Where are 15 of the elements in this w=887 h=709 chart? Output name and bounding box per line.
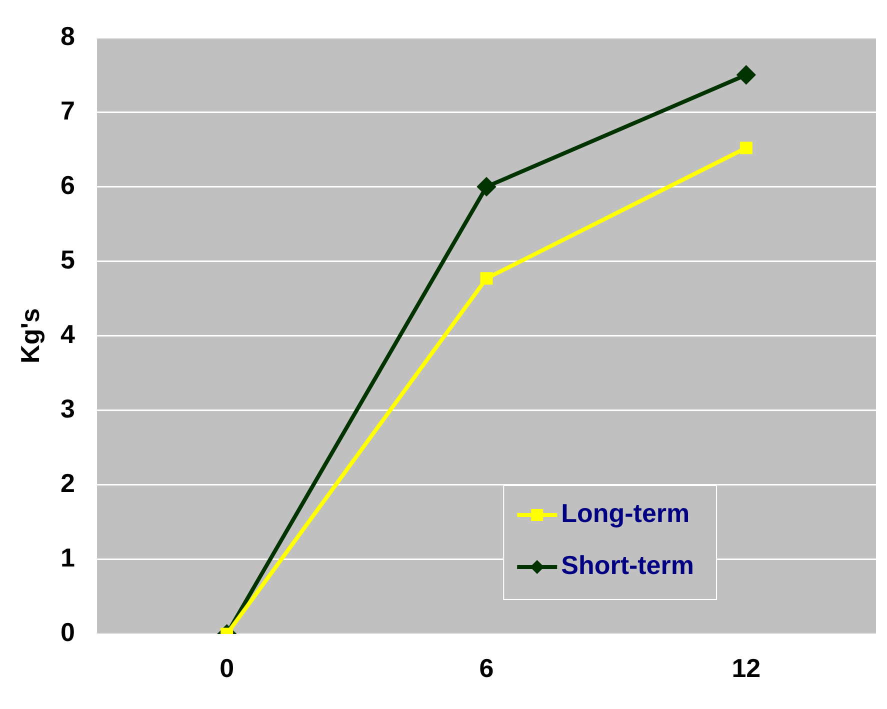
y-tick-label: 1	[60, 542, 75, 573]
y-tick-label: 7	[60, 95, 75, 126]
x-tick-label: 12	[732, 652, 761, 683]
y-tick-label: 0	[60, 617, 75, 648]
legend-label: Long-term	[561, 498, 690, 528]
x-tick-label: 6	[479, 652, 494, 683]
y-tick-label: 4	[60, 318, 76, 349]
y-tick-label: 3	[60, 394, 75, 424]
y-tick-label: 8	[60, 20, 75, 51]
x-tick-label: 0	[220, 652, 234, 683]
legend-label: Short-term	[561, 550, 694, 580]
y-axis-title: Kg's	[14, 308, 45, 364]
y-tick-label: 6	[60, 170, 75, 200]
y-tick-label: 5	[60, 244, 75, 274]
y-tick-label: 2	[60, 468, 75, 498]
